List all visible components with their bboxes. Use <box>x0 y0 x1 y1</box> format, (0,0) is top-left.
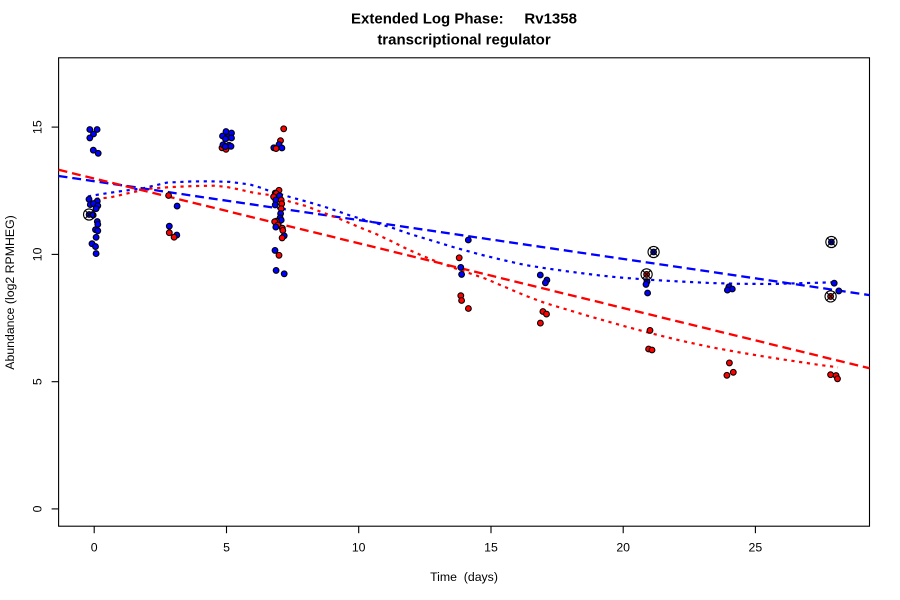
svg-text:10: 10 <box>352 541 366 555</box>
svg-text:25: 25 <box>749 541 763 555</box>
svg-text:15: 15 <box>31 120 45 134</box>
svg-text:10: 10 <box>31 247 45 261</box>
svg-text:0: 0 <box>91 541 98 555</box>
svg-text:Extended Log Phase: Rv1358: Extended Log Phase: Rv1358 <box>351 10 577 27</box>
svg-text:Abundance (log2 RPMHEG): Abundance (log2 RPMHEG) <box>3 215 17 369</box>
svg-text:5: 5 <box>223 541 230 555</box>
svg-text:Time (days): Time (days) <box>430 570 498 584</box>
svg-text:5: 5 <box>31 378 45 385</box>
svg-text:transcriptional regulator: transcriptional regulator <box>377 31 551 48</box>
svg-text:20: 20 <box>616 541 630 555</box>
svg-text:15: 15 <box>484 541 498 555</box>
svg-text:0: 0 <box>31 505 45 512</box>
